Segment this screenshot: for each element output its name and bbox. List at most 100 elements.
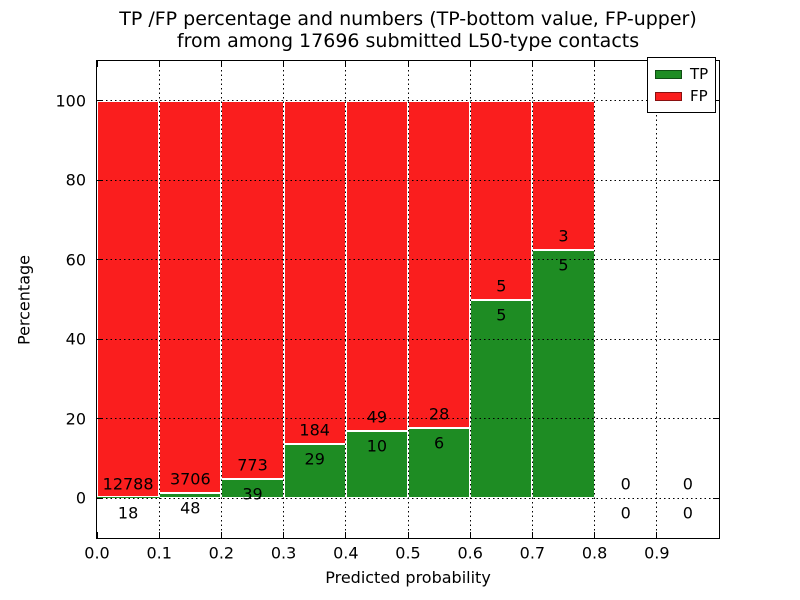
y-tick-mark [97,179,103,181]
y-tick-mark [97,259,103,261]
x-tick-mark [96,532,98,538]
tp-count-label: 10 [366,436,388,456]
x-tick-mark [158,532,160,538]
legend-entry-tp: TP [655,63,715,85]
y-tick-mark [97,418,103,420]
fp-count-label: 12788 [102,474,154,494]
y-tick-mark-right [713,497,719,499]
x-tick-label: 0.0 [84,543,110,563]
y-tick-label: 0 [75,488,86,508]
gridline-horizontal [97,418,719,420]
y-tick-label: 20 [65,409,86,429]
x-tick-mark-top [469,61,471,67]
chart-title: TP /FP percentage and numbers (TP-bottom… [96,8,720,52]
x-tick-mark-top [594,61,596,67]
y-tick-label: 60 [65,250,86,270]
x-tick-mark-top [96,61,98,67]
gridline-vertical [345,61,347,538]
y-tick-mark [97,100,103,102]
fp-count-label: 0 [682,474,693,494]
y-tick-mark-right [713,179,719,181]
tp-count-label: 48 [180,498,201,518]
x-tick-mark-top [407,61,409,67]
legend-entry-fp: FP [655,85,715,107]
tp-count-label: 29 [304,449,325,469]
gridline-horizontal [97,259,719,261]
x-axis-label: Predicted probability [325,568,491,587]
bar-segment-tp [532,249,595,499]
legend-label-fp: FP [690,87,708,105]
x-tick-label: 0.8 [581,543,608,563]
bar-segment-tp [221,479,284,499]
x-tick-mark [283,532,285,538]
gridline-horizontal [97,179,719,181]
y-tick-label: 100 [55,91,86,111]
y-tick-mark-right [713,338,719,340]
fp-count-label: 5 [496,276,507,295]
bar-segment-tp [283,444,346,499]
tp-count-label: 5 [558,255,569,275]
bar-segment-tp [97,496,160,499]
bar-segment-fp [283,100,346,445]
x-tick-label: 0.4 [333,543,359,563]
bar-segment-tp [159,493,222,499]
bar-segment-tp [470,299,533,499]
x-tick-mark-top [158,61,160,67]
x-tick-label: 0.7 [519,543,546,563]
x-tick-mark [407,532,409,538]
fp-count-label: 0 [620,474,631,494]
tp-count-label: 18 [117,503,139,523]
x-tick-mark-top [345,61,347,67]
legend-label-tp: TP [690,65,709,83]
bar-segment-tp [345,430,408,499]
gridline-horizontal [97,497,719,499]
gridline-vertical [469,61,471,538]
x-tick-mark [594,532,596,538]
y-tick-mark-right [713,100,719,102]
gridline-vertical [220,61,222,538]
fp-count-label: 184 [299,420,330,440]
bar-segment-fp [221,100,284,480]
gridline-vertical [531,61,533,538]
x-tick-label: 0.1 [146,543,172,563]
fp-count-label: 3706 [169,469,211,489]
chart-title-line1: TP /FP percentage and numbers (TP-bottom… [119,8,697,30]
fp-swatch-icon [655,91,682,101]
tp-count-label: 6 [434,433,445,453]
tp-swatch-icon [655,69,682,79]
gridline-vertical [656,61,658,538]
fp-count-label: 773 [237,455,268,475]
bar-segment-fp [345,100,408,431]
y-tick-label: 80 [65,170,86,190]
tp-count-label: 5 [496,305,507,324]
x-tick-mark-top [283,61,285,67]
fp-count-label: 3 [558,226,569,246]
fp-count-label: 49 [366,407,388,427]
tp-count-label: 0 [620,503,631,523]
x-tick-mark [345,532,347,538]
x-tick-mark [531,532,533,538]
bar-segment-fp [97,100,160,497]
legend: TP FP [647,57,716,113]
gridline-vertical [283,61,285,538]
gridline-vertical [594,61,596,538]
tp-count-label: 0 [682,503,693,523]
plot-area: 12788 18 3706 48 773 39 184 29 49 10 28 6 5 5 3 5 0 0 0 0 [96,60,720,539]
bar-segment-fp [532,100,595,250]
gridline-horizontal [97,338,719,340]
y-tick-mark [97,338,103,340]
x-tick-mark [469,532,471,538]
x-tick-label: 0.5 [395,543,421,563]
y-tick-label: 40 [65,329,86,349]
y-tick-mark-right [713,259,719,261]
x-tick-label: 0.3 [270,543,297,563]
gridline-horizontal [97,100,719,102]
y-tick-mark [97,497,103,499]
chart-title-line2: from among 17696 submitted L50-type cont… [176,30,640,52]
gridline-vertical [407,61,409,538]
x-tick-label: 0.9 [644,543,670,563]
bar-segment-tp [408,428,471,499]
bar-segment-fp [408,100,471,429]
x-tick-mark-top [531,61,533,67]
